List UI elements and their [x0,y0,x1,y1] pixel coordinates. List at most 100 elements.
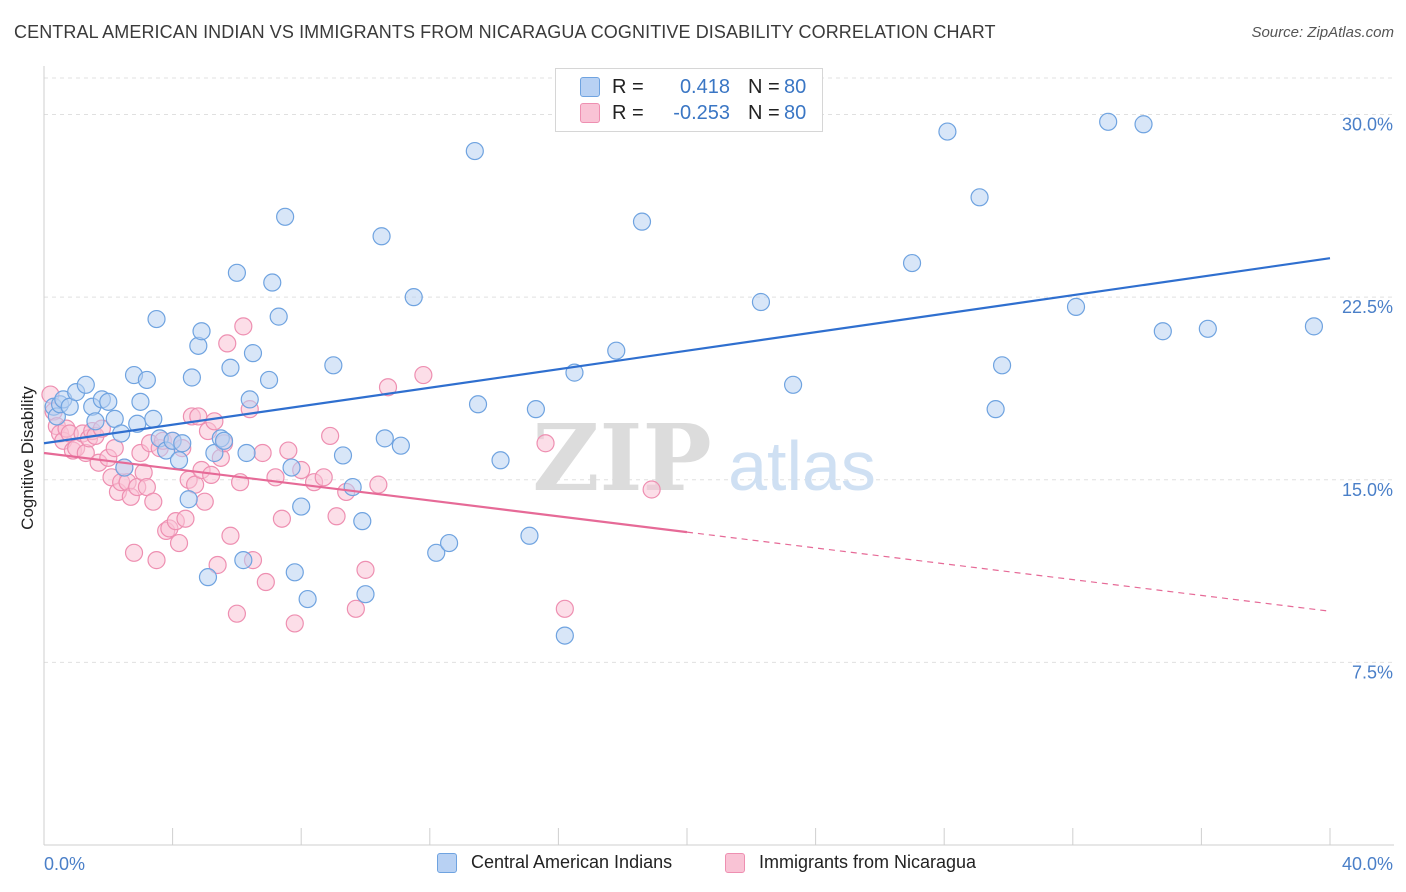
legend-swatch-pink [580,103,600,123]
gridlines [44,77,1394,663]
legend-item-immigrants-from-nicaragua: Immigrants from Nicaragua [725,852,976,873]
point-central-american-indian [137,370,156,390]
x-tick-label-right: 40.0% [1342,854,1393,874]
point-immigrant-from-nicaragua [327,507,346,526]
legend-r-label: R = [612,75,644,98]
legend-swatch-blue [437,852,457,873]
point-central-american-indian [282,458,301,477]
source-label: Source: ZipAtlas.com [1251,24,1394,41]
point-immigrant-from-nicaragua [279,441,298,460]
point-central-american-indian [234,551,253,570]
point-immigrant-from-nicaragua [169,533,189,553]
point-central-american-indian [375,429,394,448]
legend-item-central-american-indians: Central American Indians [437,852,672,873]
point-immigrant-from-nicaragua [369,475,388,494]
point-central-american-indian [632,212,652,231]
point-immigrant-from-nicaragua [321,426,340,446]
legend-row-blue: R = 0.418 N = 80 [580,74,806,100]
point-central-american-indian [1066,297,1086,316]
legend-r-value: 0.418 [679,75,730,98]
legend-r-value: -0.253 [673,101,730,124]
series-legend: Central American Indians Immigrants from… [0,852,1406,878]
point-immigrant-from-nicaragua [256,572,275,592]
point-immigrant-from-nicaragua [285,614,304,633]
point-immigrant-from-nicaragua [227,604,246,623]
legend-r-label: R = [612,101,644,124]
point-central-american-indian [182,368,201,387]
tick-labels: 7.5% 15.0% 22.5% 30.0% 0.0% 40.0% [44,115,1393,874]
axes [43,66,1394,846]
point-central-american-indian [970,188,989,207]
legend-swatch-blue [580,77,600,97]
legend-n-value: 80 [784,101,807,124]
point-central-american-indian [902,253,922,273]
legend-row-pink: R = -0.253 N = 80 [580,100,806,126]
point-central-american-indian [372,227,391,246]
point-central-american-indian [276,207,295,226]
point-central-american-indian [986,400,1005,419]
point-immigrant-from-nicaragua [176,509,195,528]
point-immigrant-from-nicaragua [314,468,333,487]
point-central-american-indian [169,451,189,470]
y-tick-label: 7.5% [1352,662,1393,682]
point-central-american-indian [391,436,410,455]
legend-n-value: 80 [784,75,807,98]
point-central-american-indian [298,589,317,609]
point-central-american-indian [938,122,957,141]
point-central-american-indian [131,392,150,411]
watermark: ZIP atlas [532,404,876,512]
point-immigrant-from-nicaragua [642,480,661,499]
point-central-american-indian [1198,319,1217,338]
point-immigrant-from-nicaragua [144,492,163,511]
legend-n-label: N = [748,101,780,124]
legend-swatch-pink [725,852,745,873]
point-central-american-indian [404,288,423,307]
point-immigrant-from-nicaragua [221,526,240,545]
point-central-american-indian [427,543,446,562]
point-central-american-indian [227,263,246,282]
x-tick-label-left: 0.0% [44,854,85,874]
point-central-american-indian [555,626,574,645]
series-central-american-indians [44,112,1324,645]
point-central-american-indian [292,497,311,516]
y-tick-label: 15.0% [1342,480,1393,500]
point-central-american-indian [86,412,105,431]
point-immigrant-from-nicaragua [205,412,224,431]
point-immigrant-from-nicaragua [555,599,574,618]
point-immigrant-from-nicaragua [414,365,433,385]
watermark-atlas: atlas [728,427,876,505]
point-central-american-indian [1134,115,1153,134]
point-immigrant-from-nicaragua [124,543,144,562]
point-central-american-indian [783,375,803,394]
point-central-american-indian [240,390,259,409]
point-central-american-indian [243,344,263,363]
point-central-american-indian [607,341,626,360]
point-central-american-indian [356,585,375,604]
legend-label: Immigrants from Nicaragua [759,852,977,872]
point-central-american-indian [439,533,459,553]
point-immigrant-from-nicaragua [378,378,398,397]
trend-line-central-american-indians [43,257,1331,445]
point-central-american-indian [468,395,488,414]
trend-line-immigrants-from-nicaragua [43,451,688,534]
point-central-american-indian [1153,322,1172,341]
point-central-american-indian [214,431,234,450]
point-central-american-indian [144,409,163,428]
point-immigrant-from-nicaragua [536,434,555,453]
point-central-american-indian [198,568,218,587]
y-tick-label: 22.5% [1342,297,1393,317]
y-axis-label: Cognitive Disability [18,386,37,530]
point-central-american-indian [76,375,95,394]
point-central-american-indian [192,322,211,341]
point-central-american-indian [99,392,118,411]
point-immigrant-from-nicaragua [218,334,237,353]
point-immigrant-from-nicaragua [253,443,272,463]
point-central-american-indian [237,443,256,463]
legend-n-label: N = [748,75,780,98]
point-central-american-indian [324,356,343,375]
point-immigrant-from-nicaragua [356,560,375,579]
y-tick-label: 30.0% [1342,115,1393,135]
point-central-american-indian [147,309,166,329]
point-central-american-indian [1099,112,1118,131]
